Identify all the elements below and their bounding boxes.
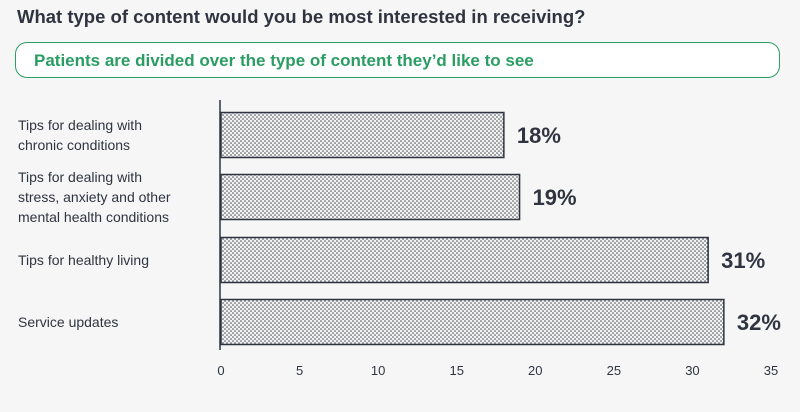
- subtitle-box: Patients are divided over the type of co…: [15, 42, 780, 78]
- category-label-line: stress, anxiety and other: [18, 189, 171, 205]
- x-tick-label: 30: [685, 363, 699, 378]
- category-label-line: chronic conditions: [18, 137, 131, 153]
- category-label-line: Tips for dealing with: [18, 169, 142, 185]
- bar-1: [220, 111, 505, 159]
- x-tick-label: 15: [449, 363, 463, 378]
- chart-title: What type of content would you be most i…: [17, 6, 586, 27]
- x-tick-label: 10: [371, 363, 385, 378]
- bar-value-label-1: 18%: [517, 123, 561, 148]
- bar-value-label-3: 31%: [721, 248, 765, 273]
- category-label-3: Tips for healthy living: [18, 250, 213, 270]
- bar-3: [220, 236, 709, 284]
- bar-value-label-2: 19%: [533, 185, 577, 210]
- category-label-2: Tips for dealing with stress, anxiety and…: [18, 167, 213, 227]
- bar-2: [220, 173, 521, 221]
- subtitle-text: Patients are divided over the type of co…: [34, 51, 534, 70]
- category-label-line: Tips for healthy living: [18, 252, 149, 268]
- category-label-line: Service updates: [18, 314, 119, 330]
- bar-value-label-4: 32%: [737, 310, 781, 335]
- category-label-1: Tips for dealing with chronic conditions: [18, 115, 213, 155]
- bar-4: [220, 298, 725, 346]
- x-tick-label: 5: [296, 363, 303, 378]
- category-label-4: Service updates: [18, 312, 213, 332]
- x-tick-label: 35: [764, 363, 778, 378]
- category-label-line: mental health conditions: [18, 209, 169, 225]
- x-tick-label: 0: [217, 363, 224, 378]
- category-label-line: Tips for dealing with: [18, 117, 142, 133]
- x-tick-label: 20: [528, 363, 542, 378]
- x-tick-label: 25: [607, 363, 621, 378]
